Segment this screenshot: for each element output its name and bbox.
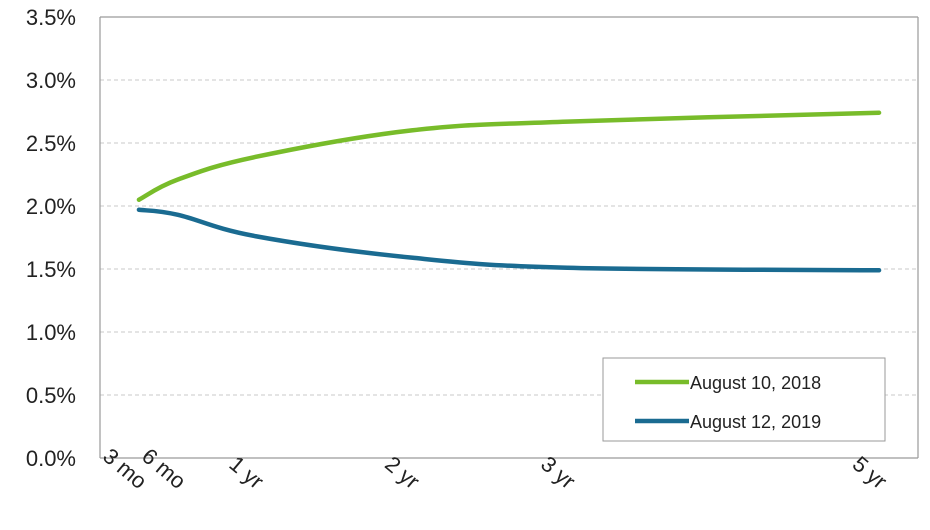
gridlines [100, 16, 918, 396]
y-tick-label: 0.5% [26, 383, 76, 408]
legend-box [602, 357, 886, 442]
y-tick-label: 3.5% [26, 5, 76, 30]
legend: August 10, 2018 August 12, 2019 [602, 357, 886, 442]
y-tick-label: 1.5% [26, 257, 76, 282]
series-line-2 [136, 207, 882, 273]
legend-label: August 10, 2018 [690, 373, 821, 393]
x-tick-label: 3 mo [98, 443, 152, 494]
legend-label: August 12, 2019 [690, 412, 821, 432]
y-tick-label: 2.0% [26, 194, 76, 219]
y-tick-label: 3.0% [26, 68, 76, 93]
series-lines [136, 110, 882, 273]
x-tick-labels: 3 mo6 mo 1 yr 2 yr 3 yr 5 yr [98, 443, 892, 494]
axes [99, 16, 919, 459]
y-tick-label: 2.5% [26, 131, 76, 156]
y-tick-label: 0.0% [26, 446, 76, 471]
x-tick-label: 6 mo [137, 443, 191, 494]
y-tick-labels: 0.0% 0.5% 1.0% 1.5% 2.0% 2.5% 3.0% 3.5% [26, 5, 76, 471]
y-tick-label: 1.0% [26, 320, 76, 345]
series-line-1 [136, 110, 882, 202]
